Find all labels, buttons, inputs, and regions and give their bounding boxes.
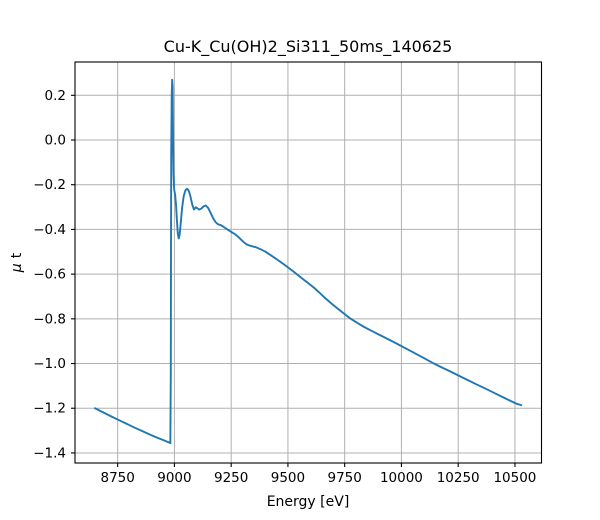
x-tick-label: 10000 [380,470,423,486]
y-axis-label: μt [9,252,25,273]
y-axis-ticks [71,94,75,454]
x-tick-label: 10500 [493,470,536,486]
y-tick-label: −0.2 [33,177,66,193]
y-tick-label: −0.6 [33,267,66,283]
y-tick-label: −1.4 [33,445,66,461]
x-tick-label: 8750 [100,470,134,486]
x-tick-label: 10250 [437,470,480,486]
x-axis-tick-labels: 8750 9000 9250 9500 9750 10000 10250 10500 [100,470,536,486]
y-tick-label: 0.0 [45,133,66,149]
y-axis-tick-labels: 0.2 0.0 −0.2 −0.4 −0.6 −0.8 −1.0 −1.2 −1.4 [33,88,66,462]
y-gridlines [75,94,542,454]
y-tick-label: −1.2 [33,401,66,417]
y-axis-label-unit: t [9,252,25,258]
spectrum-line [94,78,523,445]
x-tick-label: 9500 [271,470,305,486]
x-axis-label: Energy [eV] [267,494,350,510]
x-tick-label: 9250 [214,470,248,486]
chart-title: Cu-K_Cu(OH)2_Si311_50ms_140625 [164,37,453,57]
x-tick-label: 9750 [328,470,362,486]
y-tick-label: −0.8 [33,311,66,327]
y-tick-label: 0.2 [45,88,66,104]
x-axis-ticks [117,463,516,467]
y-tick-label: −1.0 [33,356,66,372]
x-tick-label: 9000 [157,470,191,486]
y-tick-label: −0.4 [33,222,66,238]
plot-border [74,61,543,464]
x-gridlines [117,62,516,463]
y-axis-label-mu: μ [9,263,25,273]
